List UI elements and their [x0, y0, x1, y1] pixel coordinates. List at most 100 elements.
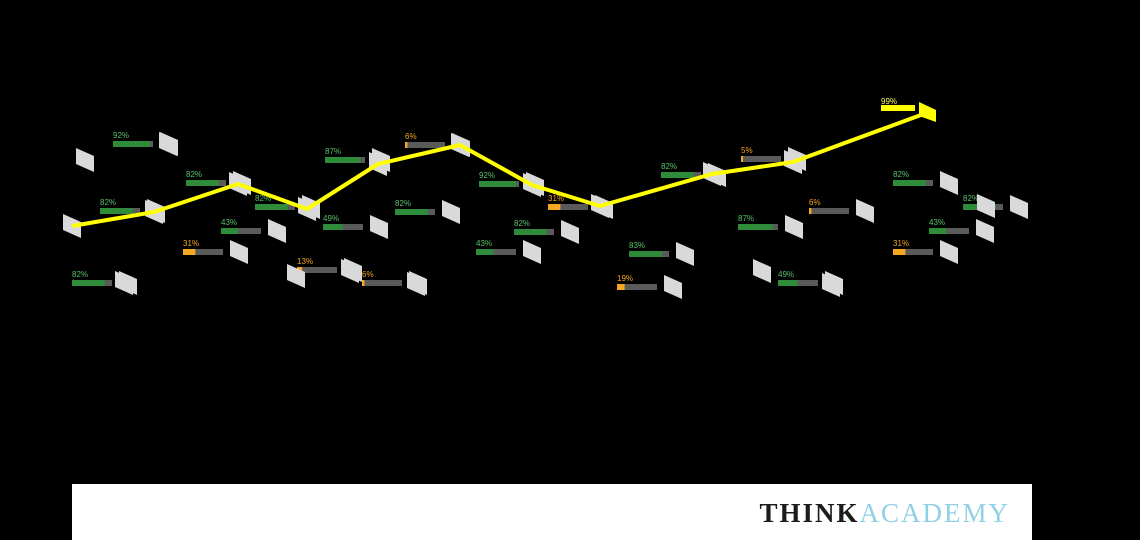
bar-track: [617, 284, 657, 290]
bar-label: 6%: [362, 270, 374, 279]
bar-label: 82%: [661, 162, 677, 171]
bar-fill: [476, 249, 494, 255]
bar-fill: [629, 251, 663, 257]
bar-label: 49%: [778, 270, 794, 279]
footer-banner: THINKACADEMY: [72, 484, 1032, 540]
card-marker: [407, 272, 425, 296]
bar-label: 87%: [738, 214, 754, 223]
bar-track: [297, 267, 337, 273]
bar-fill: [893, 180, 926, 186]
bar-label: 43%: [221, 218, 237, 227]
bar-label: 49%: [323, 214, 339, 223]
bar-group: 6%: [362, 270, 402, 286]
card-marker: [523, 240, 541, 264]
bar-fill: [479, 181, 516, 187]
bar-group: 82%: [661, 162, 701, 178]
bar-label: 13%: [297, 257, 313, 266]
card-marker: [785, 215, 803, 239]
bar-track: [476, 249, 516, 255]
card-marker: [940, 171, 958, 195]
bar-label: 31%: [183, 239, 199, 248]
bar-fill: [72, 280, 105, 286]
card-marker: [664, 275, 682, 299]
bar-track: [809, 208, 849, 214]
cards-layer: [63, 132, 1028, 299]
bar-label: 6%: [405, 132, 417, 141]
bar-label: 82%: [100, 198, 116, 207]
bar-fill: [738, 224, 773, 230]
bar-group: 82%: [100, 198, 140, 214]
card-marker: [287, 264, 305, 288]
trend-end-bar: [881, 105, 915, 111]
bar-group: 13%: [297, 257, 337, 273]
bar-group: 31%: [548, 194, 588, 210]
bar-fill: [617, 284, 625, 290]
bar-track: [548, 204, 588, 210]
bar-group: 83%: [629, 241, 669, 257]
bar-group: 6%: [405, 132, 445, 148]
bar-label: 82%: [395, 199, 411, 208]
bar-fill: [809, 208, 812, 214]
bar-label: 82%: [963, 194, 979, 203]
bar-fill: [186, 180, 219, 186]
bar-fill: [548, 204, 561, 210]
card-marker: [940, 240, 958, 264]
bar-group: 31%: [183, 239, 223, 255]
trend-end-marker: [919, 102, 936, 122]
bar-track: [405, 142, 445, 148]
card-marker: [856, 199, 874, 223]
bar-fill: [323, 224, 343, 230]
card-marker: [159, 132, 177, 156]
bar-fill: [929, 228, 947, 234]
bar-group: 92%: [479, 171, 519, 187]
bar-group: 31%: [893, 239, 933, 255]
bar-label: 82%: [72, 270, 88, 279]
bar-fill: [893, 249, 906, 255]
bar-label: 92%: [479, 171, 495, 180]
bar-fill: [778, 280, 798, 286]
card-marker: [341, 259, 359, 283]
bar-label: 19%: [617, 274, 633, 283]
card-marker: [268, 219, 286, 243]
bar-group: 49%: [778, 270, 818, 286]
bar-label: 5%: [741, 146, 753, 155]
bar-group: 43%: [476, 239, 516, 255]
card-marker: [977, 194, 995, 218]
bar-group: 82%: [514, 219, 554, 235]
bar-group: 6%: [809, 198, 849, 214]
bar-label: 43%: [476, 239, 492, 248]
card-marker: [76, 148, 94, 172]
bar-group: 49%: [323, 214, 363, 230]
bar-group: 87%: [325, 147, 365, 163]
brand-academy: ACADEMY: [859, 498, 1010, 528]
bar-group: 82%: [255, 194, 295, 210]
bar-fill: [113, 141, 150, 147]
think-academy-logo: THINKACADEMY: [759, 498, 1010, 529]
card-marker: [1010, 195, 1028, 219]
bar-fill: [325, 157, 360, 163]
bar-fill: [100, 208, 133, 214]
bar-group: 92%: [113, 131, 153, 147]
card-marker: [561, 220, 579, 244]
bar-track: [929, 228, 969, 234]
bar-track: [893, 249, 933, 255]
bar-group: 82%: [893, 170, 933, 186]
bar-label: 31%: [548, 194, 564, 203]
bar-track: [183, 249, 223, 255]
bar-label: 82%: [893, 170, 909, 179]
bar-track: [778, 280, 818, 286]
bar-track: [323, 224, 363, 230]
bar-group: 19%: [617, 274, 657, 290]
card-marker: [822, 273, 840, 297]
card-marker: [442, 200, 460, 224]
card-marker: [115, 271, 133, 295]
card-marker: [676, 242, 694, 266]
bar-label: 83%: [629, 241, 645, 250]
bar-label: 31%: [893, 239, 909, 248]
bar-fill: [395, 209, 428, 215]
bar-label: 82%: [255, 194, 271, 203]
bar-label: 6%: [809, 198, 821, 207]
bar-track: [362, 280, 402, 286]
bar-fill: [221, 228, 239, 234]
bar-fill: [405, 142, 408, 148]
